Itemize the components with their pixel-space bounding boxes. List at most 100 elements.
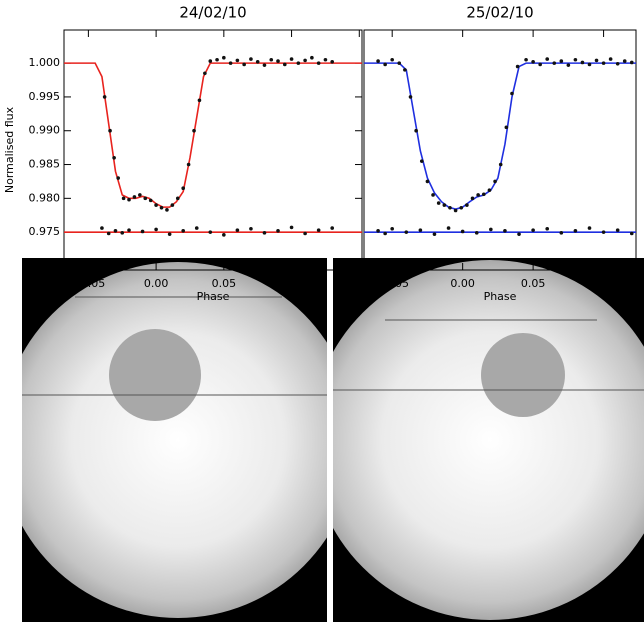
data-point: [615, 62, 620, 66]
data-point: [622, 59, 627, 63]
data-point: [323, 57, 328, 62]
data-point: [498, 162, 503, 167]
data-point: [112, 155, 116, 160]
data-point: [414, 128, 418, 133]
data-point: [138, 193, 142, 197]
data-point: [545, 57, 550, 61]
x-tick-label: 0.05: [212, 277, 237, 290]
data-point: [594, 58, 599, 63]
x-tick-label: −0.05: [72, 277, 106, 290]
data-point: [249, 57, 253, 61]
data-point: [108, 128, 112, 133]
star-image-right: [333, 258, 644, 622]
data-point: [192, 128, 196, 133]
data-point: [132, 195, 137, 199]
data-point: [453, 208, 458, 213]
x-tick-label: −0.05: [375, 277, 409, 290]
data-point: [404, 230, 409, 234]
data-point: [167, 232, 172, 236]
data-point: [425, 179, 430, 184]
x-tick-label: 0.10: [591, 277, 616, 290]
data-point: [316, 228, 321, 232]
data-point: [419, 159, 424, 163]
data-point: [282, 62, 287, 67]
data-point: [432, 232, 437, 236]
data-point: [181, 186, 185, 190]
data-point: [170, 203, 175, 207]
data-point: [517, 232, 521, 236]
data-point: [197, 98, 202, 103]
data-point: [608, 57, 613, 61]
data-point: [242, 62, 246, 67]
data-point: [481, 192, 486, 197]
x-tick-label: 0.10: [279, 277, 304, 290]
data-point: [615, 228, 620, 232]
y-tick-label: 0.985: [29, 158, 61, 171]
x-axis-label: Phase: [484, 290, 517, 303]
plot-frame: [363, 29, 637, 271]
data-point: [573, 57, 578, 62]
data-point: [448, 206, 452, 210]
data-point: [249, 226, 253, 231]
data-point: [376, 59, 380, 63]
data-point: [143, 196, 148, 201]
data-point: [418, 228, 423, 232]
data-point: [330, 226, 335, 230]
star-image-left: [22, 258, 327, 622]
data-point: [186, 162, 191, 167]
data-point: [208, 59, 213, 63]
data-point: [100, 226, 104, 230]
data-point: [566, 63, 571, 67]
data-point: [296, 61, 301, 65]
x-axis-label: Phase: [197, 290, 230, 303]
data-point: [474, 231, 479, 235]
data-point: [120, 231, 125, 235]
data-point: [276, 228, 280, 233]
data-point: [215, 57, 219, 62]
model-curve: [364, 62, 636, 210]
data-point: [531, 59, 535, 64]
data-point: [127, 228, 131, 232]
data-point: [383, 62, 387, 67]
data-point: [503, 228, 507, 233]
data-point: [121, 196, 126, 201]
x-tick-label: 0.15: [347, 277, 372, 290]
data-point: [181, 228, 185, 233]
data-point: [493, 179, 497, 184]
data-point: [545, 226, 550, 231]
data-point: [222, 55, 226, 60]
data-point: [397, 61, 402, 65]
data-point: [431, 193, 435, 197]
y-tick-label: 0.995: [29, 90, 61, 103]
data-point: [487, 188, 492, 193]
data-point: [102, 95, 107, 99]
data-point: [403, 68, 407, 72]
data-point: [276, 59, 280, 63]
data-point: [255, 59, 260, 64]
data-point: [289, 57, 294, 61]
data-point: [601, 230, 606, 234]
y-tick-label: 0.990: [29, 124, 61, 137]
data-point: [390, 57, 394, 62]
data-point: [629, 231, 634, 236]
data-point: [531, 228, 535, 232]
plot-frame: [63, 29, 363, 271]
data-point: [460, 229, 465, 234]
data-point: [235, 228, 240, 232]
data-point: [159, 206, 164, 210]
data-point: [289, 225, 294, 230]
data-point: [446, 226, 451, 230]
data-point: [269, 57, 274, 62]
data-point: [436, 201, 441, 205]
data-point: [538, 62, 542, 67]
y-axis-label: Normalised flux: [3, 106, 16, 193]
chart-title: 24/02/10: [179, 4, 246, 22]
data-point: [515, 64, 520, 69]
data-point: [376, 228, 380, 233]
data-point: [203, 71, 207, 76]
data-point: [510, 91, 514, 96]
data-point: [629, 60, 634, 65]
data-point: [383, 231, 387, 236]
data-point: [113, 228, 118, 233]
data-point: [587, 226, 592, 230]
